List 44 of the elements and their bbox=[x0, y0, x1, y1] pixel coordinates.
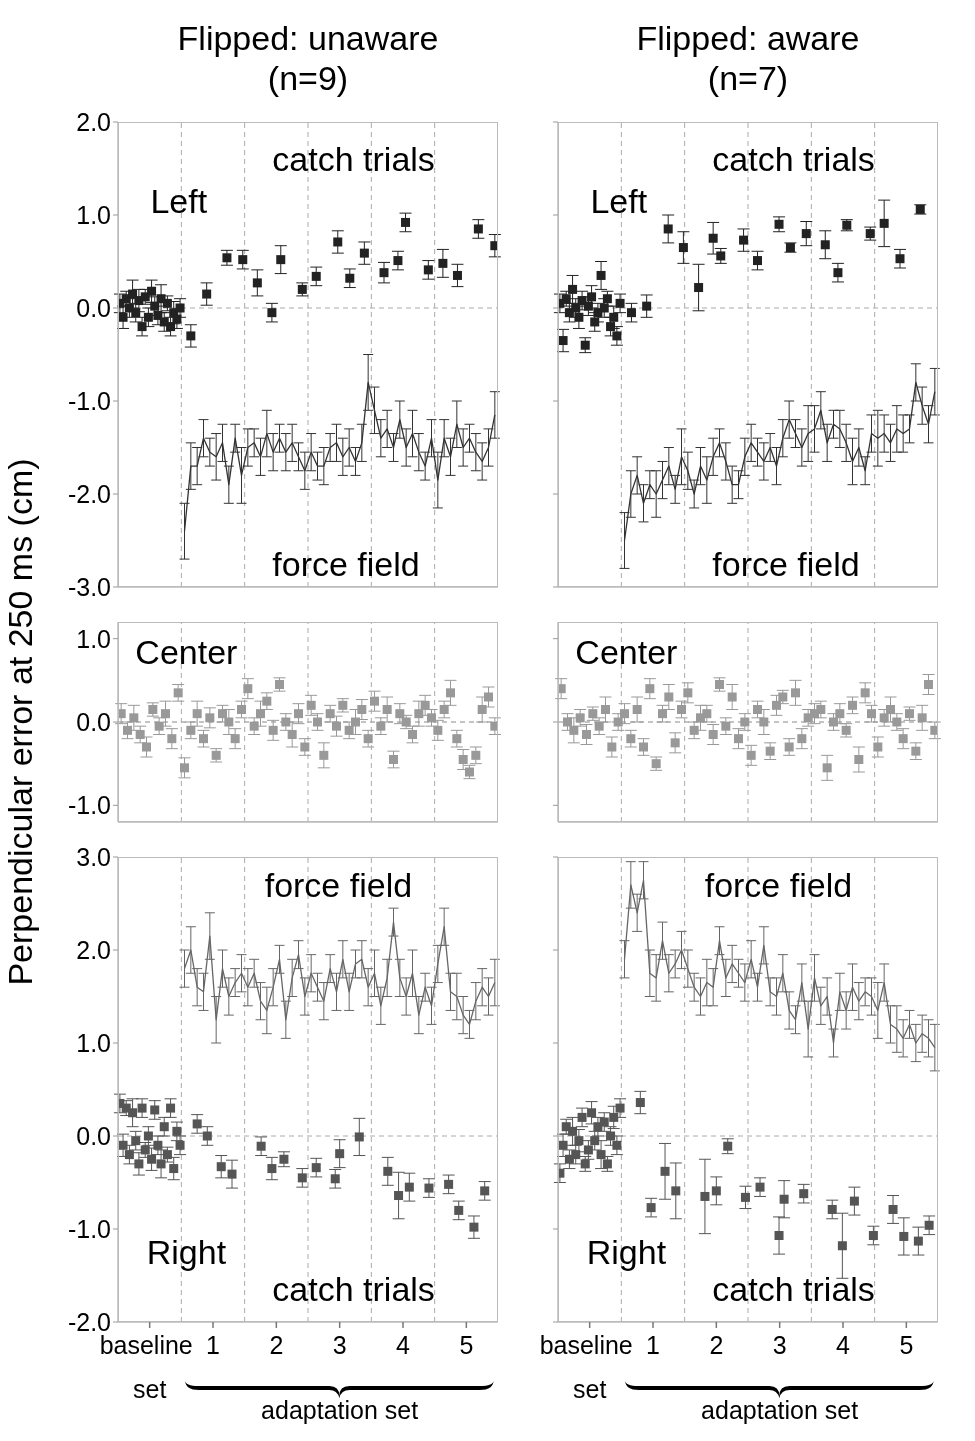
x-tick-label: 2 bbox=[269, 1331, 284, 1359]
y-tick-label: -1.0 bbox=[67, 1214, 111, 1243]
y-tick-label: 1.0 bbox=[76, 624, 111, 653]
y-tick-label: -3.0 bbox=[67, 572, 111, 601]
annotation: catch trials bbox=[272, 1269, 435, 1309]
y-tick-label: 2.0 bbox=[76, 107, 111, 136]
y-tick-label: 0.0 bbox=[76, 1121, 111, 1150]
annotation: force field bbox=[264, 865, 413, 905]
chart-title: Flipped: unaware (n=9) bbox=[176, 18, 440, 98]
x-tick-label: 2 bbox=[709, 1331, 724, 1359]
x-tick-label: 1 bbox=[206, 1331, 220, 1359]
y-tick-label: -1.0 bbox=[67, 386, 111, 415]
y-tick-label: 1.0 bbox=[76, 1028, 111, 1057]
annotation: catch trials bbox=[712, 139, 875, 179]
x-axis-title: adaptation set bbox=[701, 1395, 859, 1425]
y-tick-label: 0.0 bbox=[76, 707, 111, 736]
annotation: catch trials bbox=[712, 1269, 875, 1309]
annotation: Right bbox=[586, 1232, 667, 1272]
annotation: force field bbox=[272, 544, 420, 584]
annotation: Center bbox=[575, 632, 678, 672]
annotation: Left bbox=[150, 181, 208, 221]
y-tick-label: -1.0 bbox=[67, 791, 111, 820]
x-tick-label: 3 bbox=[332, 1331, 347, 1359]
y-tick-label: 2.0 bbox=[76, 935, 111, 964]
annotation: force field bbox=[704, 865, 853, 905]
annotation: catch trials bbox=[272, 139, 435, 179]
annotation: Left bbox=[590, 181, 648, 221]
annotation: Right bbox=[146, 1232, 227, 1272]
x-tick-label: 3 bbox=[772, 1331, 787, 1359]
x-tick-label: baseline set bbox=[539, 1331, 640, 1403]
annotation: Center bbox=[135, 632, 238, 672]
y-tick-label: 3.0 bbox=[76, 842, 111, 871]
y-axis-title: Perpendicular error at 250 ms (cm) bbox=[0, 458, 40, 986]
annotation: force field bbox=[712, 544, 860, 584]
x-tick-label: 1 bbox=[646, 1331, 660, 1359]
x-tick-label: 5 bbox=[459, 1331, 474, 1359]
x-tick-label: 4 bbox=[836, 1331, 851, 1359]
y-tick-label: 0.0 bbox=[76, 293, 111, 322]
x-axis-title: adaptation set bbox=[261, 1395, 419, 1425]
chart-title: Flipped: aware (n=7) bbox=[635, 18, 861, 98]
y-tick-label: 1.0 bbox=[76, 200, 111, 229]
x-tick-label: 5 bbox=[899, 1331, 914, 1359]
x-tick-label: 4 bbox=[396, 1331, 411, 1359]
y-tick-label: -2.0 bbox=[67, 479, 111, 508]
